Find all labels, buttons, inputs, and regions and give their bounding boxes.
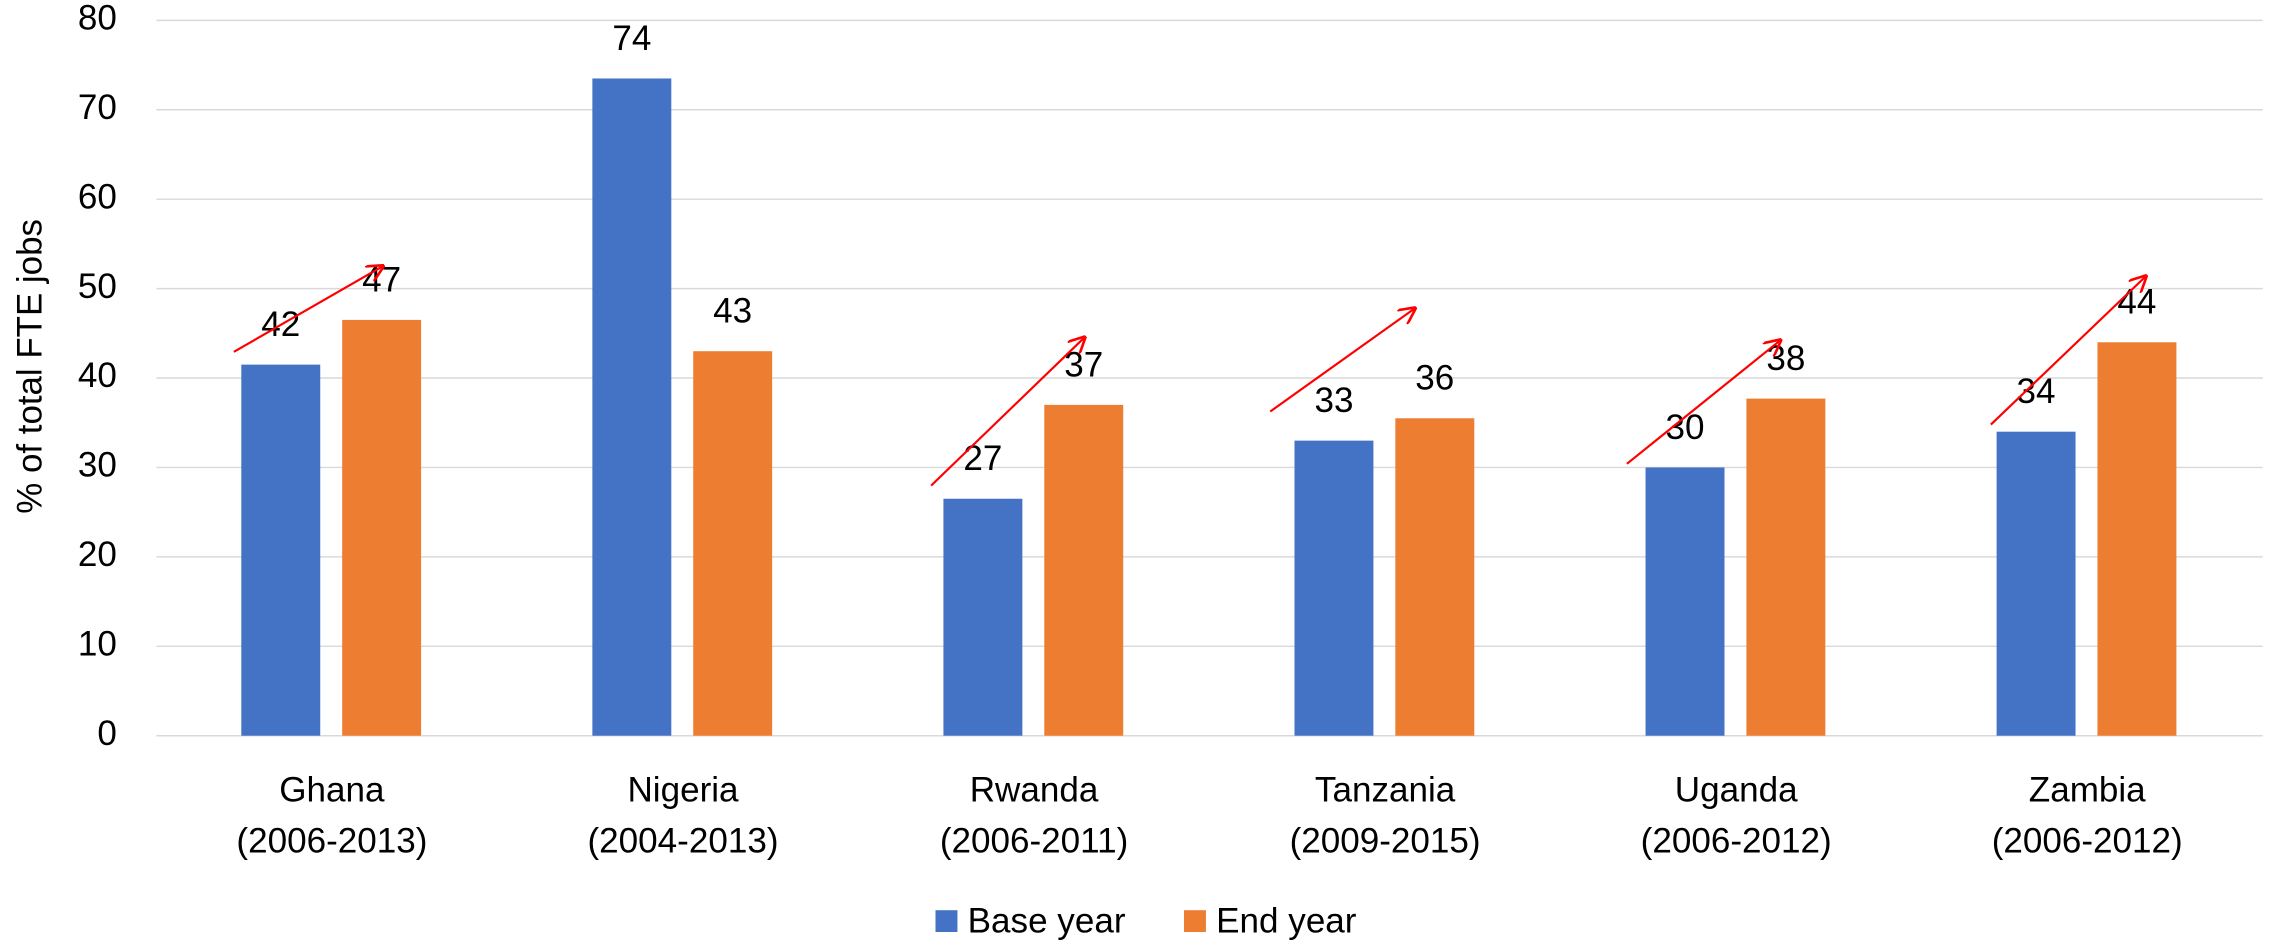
- x-tick-label: Tanzania: [1315, 771, 1456, 810]
- data-label: 33: [1314, 381, 1353, 420]
- x-tick-label: Uganda: [1675, 771, 1798, 810]
- trend-arrow: [1626, 340, 1780, 465]
- x-tick-label: Zambia: [2029, 771, 2146, 810]
- y-tick-label: 30: [78, 446, 117, 485]
- trend-arrows: [233, 266, 2146, 487]
- y-tick-label: 50: [78, 267, 117, 306]
- x-tick-label: (2006-2012): [1641, 822, 1832, 861]
- legend-swatch: [1184, 910, 1206, 933]
- legend-label: End year: [1216, 902, 1357, 941]
- y-tick-label: 40: [78, 356, 117, 395]
- bar: [2097, 342, 2177, 736]
- y-tick-label: 10: [78, 625, 117, 664]
- trend-arrow: [1269, 308, 1415, 413]
- data-label: 27: [963, 439, 1002, 478]
- data-label: 34: [2017, 372, 2056, 411]
- y-tick-label: 80: [78, 0, 117, 38]
- x-tick-label: (2006-2013): [236, 822, 427, 861]
- bar: [1645, 467, 1725, 736]
- x-tick-label: (2006-2012): [1992, 822, 2183, 861]
- trend-arrow: [930, 337, 1084, 487]
- x-tick-label: Nigeria: [627, 771, 739, 810]
- bar: [1746, 398, 1826, 736]
- trend-arrow: [1990, 276, 2146, 426]
- data-label: 36: [1415, 359, 1454, 398]
- y-tick-label: 0: [97, 714, 117, 753]
- bar: [943, 498, 1023, 736]
- data-label: 44: [2117, 283, 2156, 322]
- x-tick-label: (2009-2015): [1290, 822, 1481, 861]
- data-label: 43: [713, 292, 752, 331]
- bar: [1044, 404, 1124, 736]
- bar: [1294, 440, 1374, 736]
- data-label: 38: [1766, 339, 1805, 378]
- x-tick-label: Ghana: [279, 771, 385, 810]
- x-tick-label: (2004-2013): [587, 822, 778, 861]
- legend-swatch: [935, 910, 958, 933]
- y-tick-label: 20: [78, 535, 117, 574]
- bar: [342, 319, 422, 736]
- x-tick-label: (2006-2011): [940, 822, 1128, 861]
- bar: [1996, 431, 2076, 736]
- trend-arrow: [233, 266, 383, 353]
- x-tick-label: Rwanda: [970, 771, 1099, 810]
- data-label: 74: [612, 19, 651, 58]
- bar: [693, 351, 773, 736]
- bar: [1395, 418, 1475, 736]
- plot-area: 01020304050607080Ghana(2006-2013)4247Nig…: [78, 0, 2263, 861]
- legend-label: Base year: [968, 902, 1126, 941]
- y-tick-label: 60: [78, 177, 117, 216]
- legend: Base year End year: [935, 902, 1357, 941]
- bar: [241, 364, 321, 736]
- y-tick-label: 70: [78, 88, 117, 127]
- y-axis-title: % of total FTE jobs: [10, 219, 49, 514]
- bar: [592, 78, 672, 736]
